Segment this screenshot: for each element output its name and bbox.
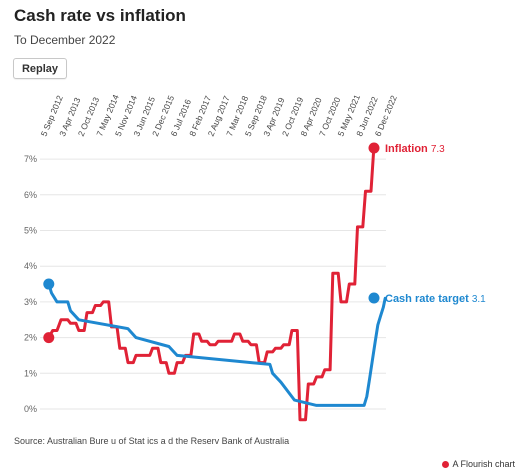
series-start-point bbox=[43, 278, 55, 290]
y-tick-label: 5% bbox=[24, 226, 37, 236]
y-tick-label: 3% bbox=[24, 297, 37, 307]
series-layer bbox=[43, 142, 387, 422]
y-tick-label: 1% bbox=[24, 368, 37, 378]
series-end-value: 3.1 bbox=[472, 294, 486, 305]
y-tick-label: 6% bbox=[24, 190, 37, 200]
grid-layer: 0% 1% 2% 3% 4% 5% 6% 7% bbox=[24, 154, 386, 414]
series-labels: Inflation 7.3 Cash rate target 3.1 bbox=[385, 143, 486, 305]
series-name: Cash rate target bbox=[385, 293, 472, 305]
series-line-cash-rate bbox=[47, 282, 387, 407]
series-label: Cash rate target 3.1 bbox=[385, 293, 486, 305]
y-tick-label: 2% bbox=[24, 333, 37, 343]
y-tick-label: 7% bbox=[24, 154, 37, 164]
replay-button[interactable]: Replay bbox=[13, 58, 67, 79]
series-label: Inflation 7.3 bbox=[385, 143, 445, 155]
y-tick-label: 0% bbox=[24, 404, 37, 414]
series-start-point bbox=[43, 332, 55, 344]
y-tick-label: 4% bbox=[24, 261, 37, 271]
flourish-logo-icon bbox=[442, 460, 450, 468]
series-end-point bbox=[368, 142, 380, 154]
series-end-value: 7.3 bbox=[431, 144, 445, 155]
series-line-inflation bbox=[47, 146, 379, 422]
series-end-point bbox=[368, 292, 380, 304]
flourish-credit-label: A Flourish chart bbox=[452, 459, 515, 469]
chart-subtitle: To December 2022 bbox=[14, 33, 116, 47]
source-note: Source: Australian Bure u of Stat ics a … bbox=[14, 436, 290, 446]
series-name: Inflation bbox=[385, 143, 431, 155]
flourish-credit[interactable]: A Flourish chart bbox=[442, 459, 515, 469]
chart-title: Cash rate vs inflation bbox=[14, 6, 186, 25]
